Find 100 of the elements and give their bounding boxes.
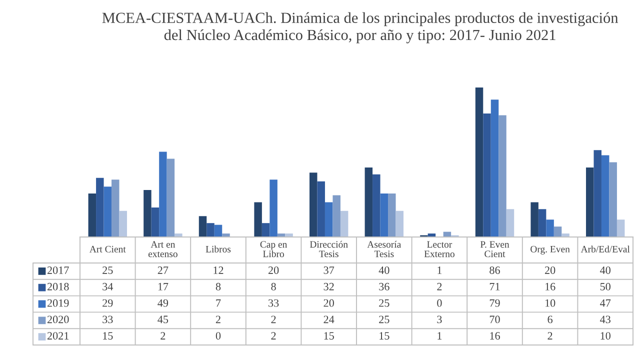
- data-label: 2: [548, 332, 552, 340]
- data-label: 25: [102, 266, 113, 274]
- data-label: 7: [216, 299, 221, 307]
- bar: [317, 181, 325, 237]
- data-label: 0: [437, 299, 442, 307]
- data-label: 1: [438, 266, 442, 274]
- bar: [198, 216, 207, 237]
- bar: [546, 220, 554, 237]
- bar: [270, 180, 278, 237]
- bar: [88, 194, 96, 237]
- data-label: 79: [490, 299, 500, 307]
- data-label: 45: [158, 316, 168, 324]
- data-label: 20: [324, 299, 334, 307]
- data-label: 34: [102, 282, 114, 290]
- data-label: 27: [158, 266, 168, 274]
- bar: [159, 152, 167, 237]
- bar: [332, 195, 340, 237]
- bar: [594, 150, 602, 237]
- bar: [554, 226, 562, 237]
- data-label: 16: [490, 332, 500, 340]
- data-label: 86: [490, 266, 500, 274]
- chart-title: MCEA-CIESTAAM-UACh. Dinámica de los principales productos de investigación del Núcleo Académico Básico, por año y tipo: 2017- Junio 2021: [102, 12, 618, 44]
- bar: [538, 209, 546, 237]
- data-label: 29: [102, 299, 113, 307]
- data-label: 49: [158, 299, 168, 307]
- x-tick-label: Art en extenso: [148, 241, 178, 258]
- legend-label: 2019: [47, 299, 69, 307]
- data-label: 40: [378, 266, 390, 274]
- data-label: 2: [216, 316, 220, 324]
- data-label: 2: [160, 332, 166, 340]
- legend-label: 2018: [47, 282, 69, 290]
- data-label: 71: [490, 282, 500, 290]
- x-tick-label: Cap en Libro: [260, 241, 288, 258]
- data-label: 6: [548, 316, 552, 324]
- data-label: 0: [216, 332, 221, 340]
- x-tick-label: Libros: [206, 246, 231, 252]
- data-label: 1: [438, 332, 442, 340]
- bar: [340, 210, 348, 237]
- bar: [601, 155, 610, 237]
- bar: [112, 180, 120, 237]
- data-label: 20: [544, 266, 556, 274]
- bar: [144, 190, 152, 237]
- bar: [498, 115, 506, 237]
- x-tick-label: P. Even Cient: [480, 241, 510, 258]
- data-label: 8: [216, 282, 221, 290]
- bar: [490, 100, 499, 237]
- data-label: 32: [324, 282, 334, 290]
- data-label: 24: [324, 316, 334, 324]
- bar: [96, 178, 104, 237]
- bar: [372, 174, 380, 237]
- bar: [324, 202, 333, 237]
- data-label: 10: [545, 299, 556, 307]
- x-tick-label: Arb/Ed/Eval: [580, 246, 630, 252]
- data-label: 20: [268, 266, 279, 274]
- bar: [262, 223, 270, 237]
- bar: [364, 167, 373, 237]
- data-label: 8: [271, 282, 276, 290]
- data-label: 2: [437, 282, 442, 290]
- bar: [254, 202, 262, 237]
- data-label: 47: [600, 299, 611, 307]
- data-label: 25: [379, 316, 390, 324]
- legend-label: 2017: [47, 266, 69, 274]
- bar: [396, 210, 404, 237]
- bar: [166, 158, 175, 237]
- bar: [309, 172, 318, 237]
- bar: [206, 223, 214, 237]
- data-label: 15: [103, 332, 113, 340]
- data-label: 36: [379, 282, 390, 290]
- bar: [214, 224, 222, 237]
- bar: [586, 167, 594, 237]
- data-label: 12: [214, 266, 224, 274]
- data-label: 2: [271, 316, 276, 324]
- data-label: 43: [600, 316, 610, 324]
- x-tick-label: Dirección Tesis: [310, 240, 348, 258]
- bar: [609, 162, 617, 237]
- bar: [483, 114, 491, 237]
- x-tick-label: Asesoría Tesis: [367, 240, 402, 258]
- data-label: 50: [600, 282, 610, 290]
- data-label: 40: [600, 266, 610, 274]
- x-tick-label: Art Cient: [90, 246, 126, 252]
- bar: [151, 207, 160, 237]
- data-label: 3: [437, 316, 442, 324]
- bar: [506, 209, 514, 237]
- x-tick-label: Org. Even: [530, 246, 570, 254]
- data-label: 37: [324, 266, 334, 274]
- data-label: 16: [545, 282, 556, 290]
- x-tick-label: Lector Externo: [424, 241, 454, 258]
- bar: [475, 87, 484, 237]
- bar: [388, 194, 396, 237]
- legend-label: 2020: [47, 316, 69, 324]
- bar: [530, 202, 538, 237]
- data-label: 10: [600, 332, 610, 340]
- data-label: 15: [380, 332, 390, 340]
- bar: [380, 194, 388, 237]
- data-label: 70: [490, 316, 500, 324]
- data-label: 33: [102, 316, 113, 324]
- legend-label: 2021: [47, 332, 69, 340]
- bar: [119, 210, 128, 237]
- data-label: 33: [268, 299, 279, 307]
- data-label: 17: [158, 282, 168, 290]
